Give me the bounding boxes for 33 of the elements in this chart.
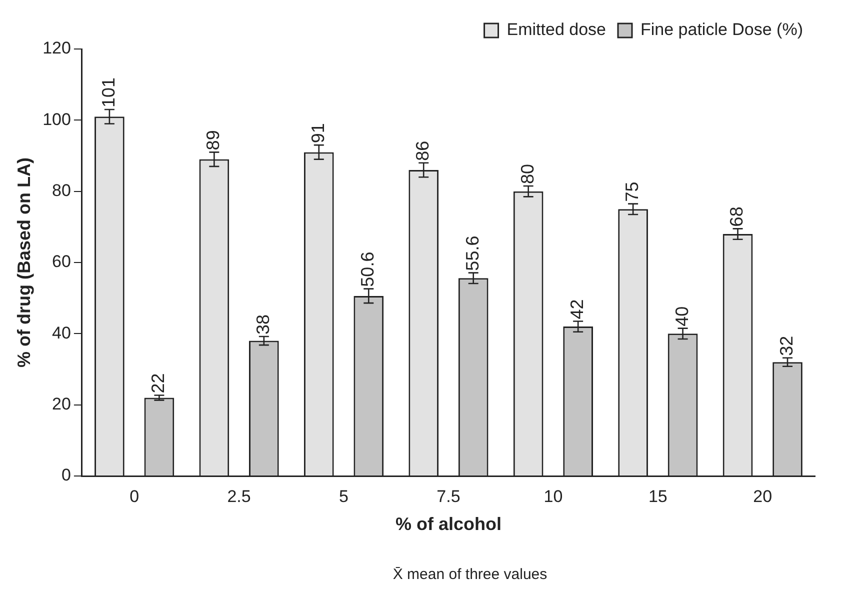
legend-label: Fine paticle Dose (%) [640, 20, 804, 40]
data-label: 22 [148, 373, 168, 394]
y-tick-label: 120 [42, 38, 71, 58]
data-label: 50.6 [358, 252, 378, 287]
data-label: 86 [412, 140, 433, 161]
x-axis-title: % of alcohol [395, 514, 502, 534]
x-tick-label: 5 [339, 486, 348, 506]
data-label: 68 [726, 206, 747, 227]
data-label: 40 [672, 306, 692, 326]
x-tick-label: 10 [544, 486, 563, 506]
data-label: 80 [517, 164, 538, 184]
y-axis-title: % of drug (Based on LA) [14, 158, 34, 368]
y-tick-label: 80 [52, 181, 71, 200]
data-label: 32 [776, 336, 796, 356]
text: X̄ mean of three values [392, 566, 548, 584]
data-label: 75 [622, 182, 642, 202]
x-tick-label: 7.5 [436, 486, 460, 506]
data-label: 101 [98, 77, 118, 108]
data-label: 55.6 [462, 236, 482, 271]
y-tick-label: 0 [61, 466, 71, 485]
x-tick-label: 15 [648, 486, 668, 506]
data-label: 91 [308, 123, 328, 144]
data-label: 42 [567, 299, 588, 320]
x-tick-label: 2.5 [227, 486, 251, 506]
y-tick-label: 100 [42, 110, 71, 129]
y-tick-label: 20 [52, 394, 71, 414]
y-tick-label: 60 [52, 252, 71, 272]
x-tick-label: 20 [753, 486, 772, 506]
y-tick-label: 40 [52, 323, 71, 342]
data-label: 89 [203, 130, 224, 150]
data-label: 38 [252, 314, 273, 335]
legend-label: Emitted dose [506, 20, 606, 40]
x-tick-label: 0 [130, 486, 140, 506]
